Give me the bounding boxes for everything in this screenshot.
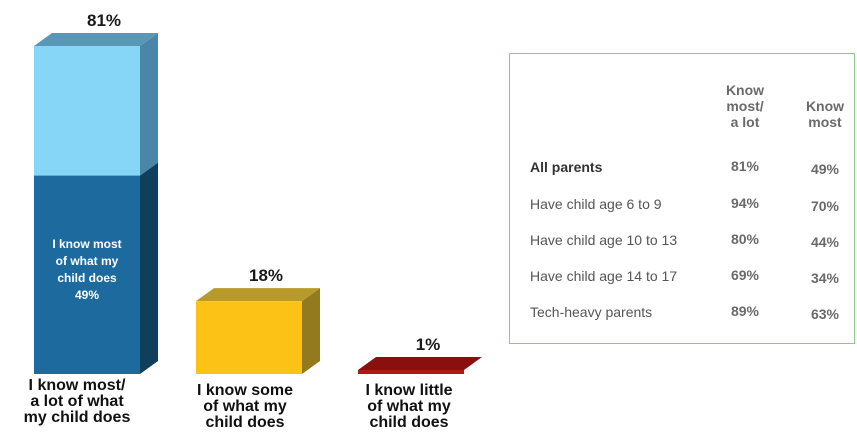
table-cell: 80% [730,231,760,247]
category-label-0: I know most/ a lot of what my child does [23,377,131,426]
bar-2-top-cap [358,356,482,370]
bar-1-side [302,288,320,374]
value-label-1: 18% [249,266,283,285]
table-cell: 63% [810,306,840,322]
category-label-2: I know little of what my child does [365,382,453,431]
table-cell: 89% [730,303,760,319]
bar-0-side-lower [140,162,158,374]
bar-2 [358,369,464,374]
bar-1-top-cap [196,288,320,302]
column-header-know-most: Know most [805,98,845,130]
bar-0-upper-segment [34,46,140,176]
row-label: All parents [530,159,603,175]
table-cell: 49% [810,161,840,177]
row-label: Have child age 6 to 9 [530,196,662,212]
bar-chart: 81% 18% 1% I know most of what my child does 4… [34,11,482,374]
column-header-know-most-a-lot: Know most/ a lot [725,82,765,130]
row-label: Tech-heavy parents [530,304,653,320]
bar-0-side-upper [140,33,158,176]
bar-1 [196,301,302,374]
value-label-2: 1% [416,335,441,354]
table-cell: 81% [730,158,760,174]
table-cell: 34% [810,270,840,286]
category-label-1: I know some of what my child does [196,382,294,431]
segment-label-line-1: of what my [56,254,119,268]
row-label: Have child age 10 to 13 [530,232,678,248]
segment-label-line-2: child does [57,271,117,285]
table-cell: 70% [810,198,840,214]
table-cell: 69% [730,267,760,283]
table-cell: 44% [810,234,840,250]
segment-label-line-0: I know most [52,237,121,251]
value-label-0: 81% [87,11,121,30]
table-cell: 94% [730,195,760,211]
subgroup-table: Know most/ a lot Know most All parents 8… [509,53,855,344]
segment-label-line-3: 49% [75,288,99,302]
bar-0-top-cap [34,33,158,46]
row-label: Have child age 14 to 17 [530,268,678,284]
bar-0-lower-segment [34,175,140,374]
